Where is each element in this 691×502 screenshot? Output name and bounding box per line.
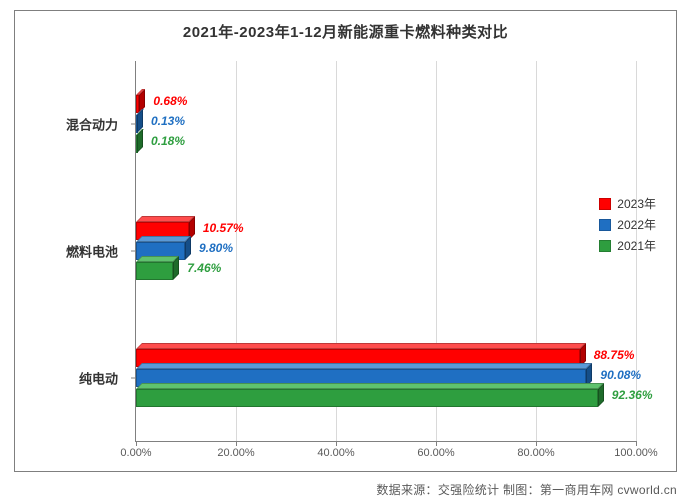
x-axis-label: 60.00% [417, 447, 454, 459]
plot-area: 0.00%20.00%40.00%60.00%80.00%100.00%混合动力… [135, 61, 636, 442]
legend-label: 2023年 [617, 195, 656, 212]
bar-value-label: 88.75% [594, 348, 635, 362]
bar [136, 262, 173, 280]
legend-swatch [599, 198, 611, 210]
x-axis-label: 80.00% [517, 447, 554, 459]
bar [136, 115, 137, 133]
chart-frame: 2021年-2023年1-12月新能源重卡燃料种类对比 0.00%20.00%4… [0, 0, 691, 502]
x-tick [636, 441, 637, 446]
x-tick [236, 441, 237, 446]
legend-item: 2021年 [599, 237, 656, 254]
bar [136, 389, 598, 407]
legend-item: 2023年 [599, 195, 656, 212]
bar-value-label: 90.08% [600, 368, 641, 382]
bar-value-label: 10.57% [203, 221, 244, 235]
bar-value-label: 7.46% [187, 261, 221, 275]
x-tick [136, 441, 137, 446]
bar-value-label: 0.18% [151, 134, 185, 148]
legend-swatch [599, 219, 611, 231]
legend-swatch [599, 240, 611, 252]
legend-item: 2022年 [599, 216, 656, 233]
bar-value-label: 92.36% [612, 388, 653, 402]
bar [136, 135, 137, 153]
legend: 2023年 2022年 2021年 [599, 191, 656, 258]
x-axis-label: 100.00% [614, 447, 657, 459]
bar-value-label: 0.13% [151, 114, 185, 128]
x-axis-label: 20.00% [217, 447, 254, 459]
x-axis-label: 0.00% [120, 447, 151, 459]
x-tick [336, 441, 337, 446]
y-axis-label: 纯电动 [79, 368, 118, 387]
bar-value-label: 0.68% [153, 94, 187, 108]
chart-title: 2021年-2023年1-12月新能源重卡燃料种类对比 [15, 21, 676, 42]
x-tick [536, 441, 537, 446]
y-axis-label: 混合动力 [66, 115, 118, 134]
chart-border: 2021年-2023年1-12月新能源重卡燃料种类对比 0.00%20.00%4… [14, 10, 677, 472]
legend-label: 2021年 [617, 237, 656, 254]
bar-value-label: 9.80% [199, 241, 233, 255]
x-axis-label: 40.00% [317, 447, 354, 459]
y-axis-label: 燃料电池 [66, 242, 118, 261]
legend-label: 2022年 [617, 216, 656, 233]
source-line: 数据来源：交强险统计 制图：第一商用车网 cvworld.cn [376, 481, 677, 498]
x-tick [436, 441, 437, 446]
